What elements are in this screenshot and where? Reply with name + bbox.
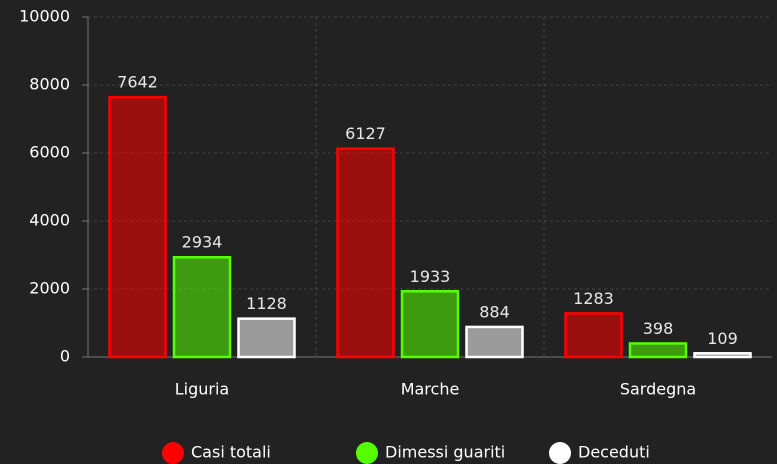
data-label: 1283 [573,289,614,308]
data-label: 1933 [410,267,451,286]
y-tick-label: 0 [60,347,70,366]
y-tick-label: 2000 [29,279,70,298]
data-label: 109 [707,329,738,348]
legend-marker [162,442,184,464]
bar [237,317,296,359]
y-tick-label: 4000 [29,211,70,230]
data-label: 2934 [182,233,223,252]
bar [336,147,395,359]
y-tick-label: 6000 [29,143,70,162]
y-tick-label: 8000 [29,75,70,94]
legend-marker [549,442,571,464]
bar [172,255,232,359]
x-tick-label: Marche [401,380,460,399]
data-label: 1128 [246,294,287,313]
data-label: 398 [643,319,674,338]
bar [465,325,524,359]
bar [628,342,688,359]
data-label: 884 [479,302,510,321]
x-tick-label: Liguria [175,380,229,399]
bar [400,290,460,359]
data-label: 7642 [117,73,158,92]
legend-marker [356,442,378,464]
bar [693,352,752,359]
x-tick-label: Sardegna [620,380,696,399]
legend-label: Deceduti [578,443,650,462]
y-tick-label: 10000 [19,7,70,26]
legend-label: Casi totali [191,443,271,462]
bar [564,312,623,359]
data-label: 6127 [345,124,386,143]
legend-label: Dimessi guariti [385,443,505,462]
bar [108,95,167,359]
